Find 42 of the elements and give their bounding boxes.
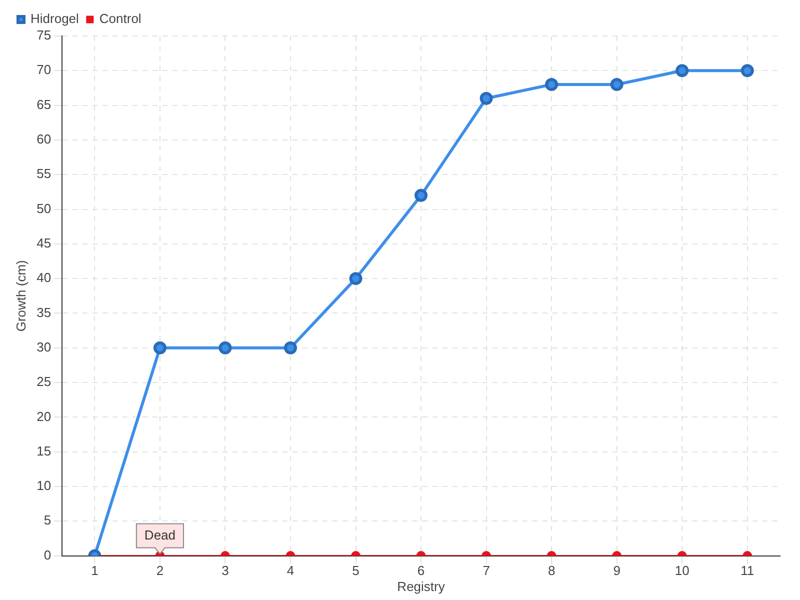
y-tick-label: 65 (36, 96, 52, 112)
y-tick-label: 30 (36, 339, 52, 354)
point (676, 64, 689, 78)
y-tick-label: 45 (36, 236, 52, 250)
point (218, 341, 232, 354)
legend-label: Hidrogel (30, 11, 80, 26)
y-tick-label: 5 (44, 512, 52, 528)
y-tick-label: 20 (36, 408, 52, 424)
legend-label: Control (99, 11, 142, 26)
y-tick-label: 55 (36, 166, 52, 182)
y-tick-label: 0 (44, 547, 52, 562)
point (153, 341, 166, 354)
y-tick-label: 60 (36, 132, 52, 147)
x-tick-label: 9 (613, 563, 620, 578)
x-tick-label: 4 (286, 563, 294, 578)
point (610, 78, 624, 92)
x-tick-label: 11 (740, 563, 754, 578)
point (349, 272, 362, 286)
point (284, 341, 297, 354)
y-tick-label: 40 (36, 270, 52, 286)
y-tick-label: 75 (36, 28, 52, 43)
y-axis-title: Growth (cm) (13, 260, 28, 332)
point (480, 92, 493, 105)
annotation: Dead (144, 527, 176, 542)
x-tick-label: 8 (548, 563, 556, 578)
y-tick-label: 10 (36, 478, 52, 494)
point (740, 64, 754, 78)
x-tick-label: 7 (482, 563, 490, 578)
x-axis-title: Registry (397, 578, 446, 594)
y-tick-label: 15 (36, 443, 52, 458)
x-tick-label: 5 (352, 563, 360, 578)
point (414, 188, 428, 202)
y-tick-label: 70 (36, 62, 52, 78)
x-tick-label: 2 (156, 563, 164, 578)
x-tick-label: 10 (674, 563, 690, 578)
y-tick-label: 50 (36, 200, 52, 216)
x-tick-label: 1 (91, 563, 98, 578)
x-tick-label: 6 (417, 563, 425, 578)
y-tick-label: 25 (36, 374, 52, 390)
y-tick-label: 35 (36, 304, 52, 320)
point (545, 78, 558, 92)
x-tick-label: 3 (222, 563, 229, 578)
